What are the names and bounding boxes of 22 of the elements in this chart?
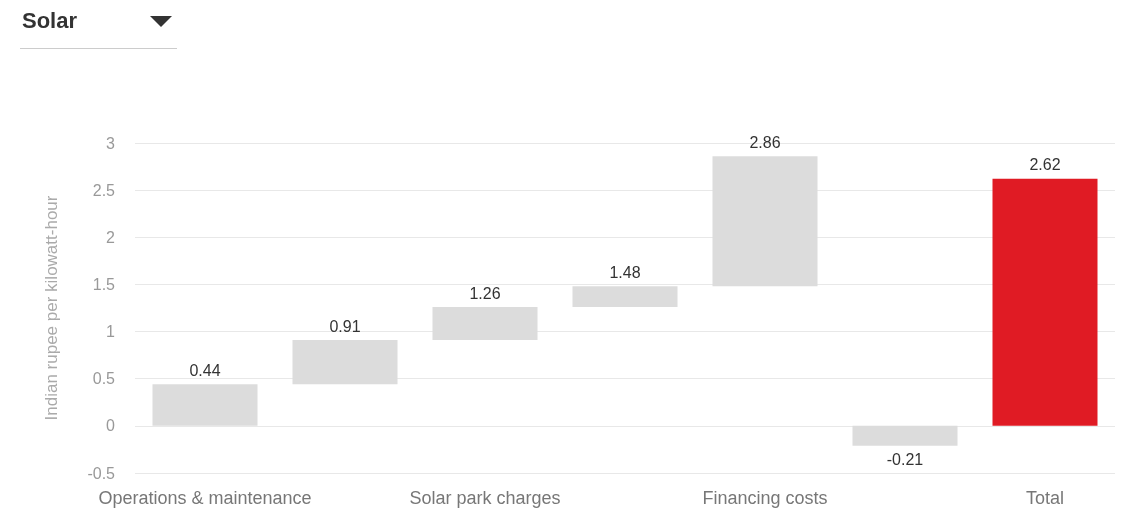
chart-title: Solar [22, 8, 78, 34]
data-label: -0.21 [886, 451, 924, 469]
y-tick-label: 0.5 [92, 370, 116, 388]
x-tick-label: Operations & maintenance [98, 488, 312, 508]
data-label: 0.44 [189, 361, 221, 379]
y-tick-label: 1.5 [92, 275, 116, 293]
data-label: 0.91 [329, 317, 361, 335]
data-label: 1.26 [469, 284, 501, 302]
x-tick-label: Financing costs [702, 488, 828, 508]
x-tick-label: Solar park charges [409, 488, 561, 508]
bar [992, 178, 1098, 426]
data-label: 2.86 [749, 133, 781, 151]
y-tick-label: 1 [106, 323, 116, 341]
x-tick-label: Total [1025, 488, 1065, 508]
y-tick-label: 2 [106, 228, 116, 246]
y-tick-label: 3 [106, 134, 116, 152]
y-tick-label: -0.5 [87, 464, 116, 482]
y-tick-label: 2.5 [92, 181, 116, 199]
data-label: 2.62 [1029, 156, 1061, 174]
y-axis-title: Indian rupee per kilowatt-hour [42, 195, 61, 421]
y-tick-label: 0 [106, 417, 116, 435]
data-label: 1.48 [609, 263, 641, 281]
